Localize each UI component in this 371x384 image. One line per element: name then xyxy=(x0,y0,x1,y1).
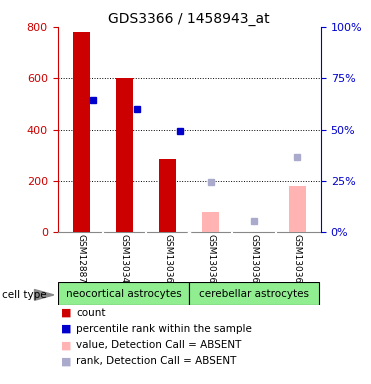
Text: GSM130362: GSM130362 xyxy=(206,234,215,289)
Text: GSM130364: GSM130364 xyxy=(293,234,302,289)
Text: rank, Detection Call = ABSENT: rank, Detection Call = ABSENT xyxy=(76,356,236,366)
Bar xyxy=(202,212,219,232)
Bar xyxy=(159,159,176,232)
Bar xyxy=(289,186,306,232)
Text: GSM128874: GSM128874 xyxy=(77,234,86,288)
Text: cell type: cell type xyxy=(2,290,46,300)
Text: cerebellar astrocytes: cerebellar astrocytes xyxy=(199,289,309,299)
Text: GSM130340: GSM130340 xyxy=(120,234,129,289)
Text: ■: ■ xyxy=(61,308,72,318)
Text: ■: ■ xyxy=(61,356,72,366)
Text: ■: ■ xyxy=(61,340,72,350)
Polygon shape xyxy=(35,290,54,300)
Text: value, Detection Call = ABSENT: value, Detection Call = ABSENT xyxy=(76,340,242,350)
Bar xyxy=(189,282,319,305)
Text: count: count xyxy=(76,308,106,318)
Text: GSM130363: GSM130363 xyxy=(249,234,259,289)
Bar xyxy=(58,282,189,305)
Text: GSM130361: GSM130361 xyxy=(163,234,172,289)
Text: ■: ■ xyxy=(61,324,72,334)
Text: percentile rank within the sample: percentile rank within the sample xyxy=(76,324,252,334)
Title: GDS3366 / 1458943_at: GDS3366 / 1458943_at xyxy=(108,12,270,26)
Bar xyxy=(73,32,90,232)
Bar xyxy=(116,78,133,232)
Text: neocortical astrocytes: neocortical astrocytes xyxy=(66,289,181,299)
